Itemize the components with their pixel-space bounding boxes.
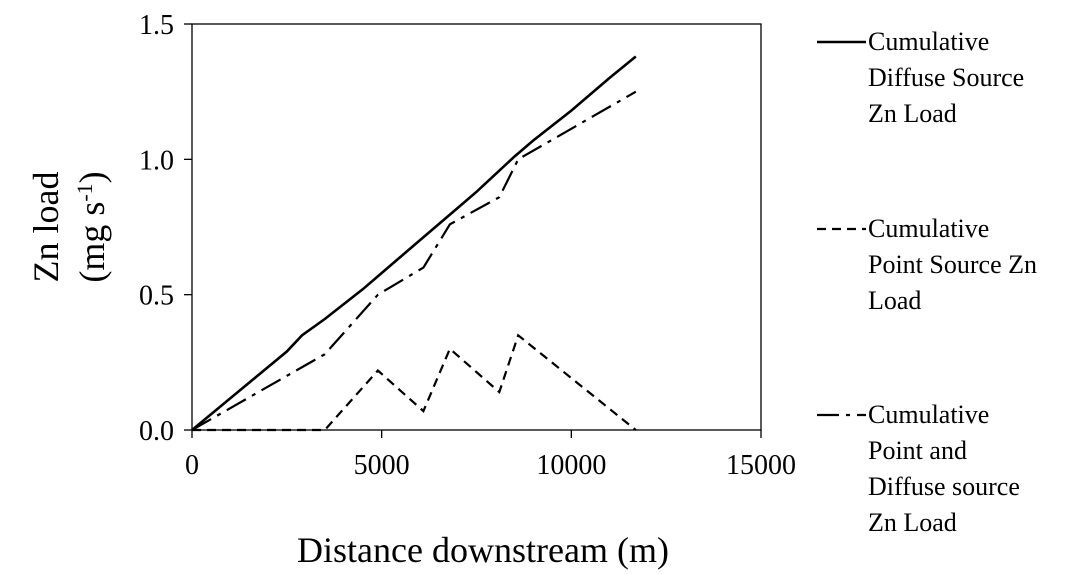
y-axis-unit-main: (mg s bbox=[72, 202, 112, 283]
legend-label-3: Point and bbox=[868, 436, 967, 465]
series-line-3 bbox=[191, 90, 637, 431]
y-axis-title-line2: (mg s-1) bbox=[72, 171, 112, 282]
legend: Cumulative Diffuse Source Zn Load Cumulativ… bbox=[817, 27, 1037, 537]
x-tick-label: 15000 bbox=[726, 450, 796, 481]
legend-label-1: Diffuse Source bbox=[868, 63, 1024, 92]
legend-label-3: Zn Load bbox=[868, 508, 957, 537]
legend-label-2: Load bbox=[868, 286, 921, 315]
series-layer bbox=[191, 55, 637, 432]
y-tick-label: 0.5 bbox=[139, 281, 174, 312]
legend-label-3: Diffuse source bbox=[868, 472, 1020, 501]
legend-label-1: Zn Load bbox=[868, 99, 957, 128]
x-tick-label: 0 bbox=[185, 450, 199, 481]
legend-label-2: Point Source Zn bbox=[868, 250, 1037, 279]
y-axis-unit-end: ) bbox=[72, 171, 112, 183]
series-line-1 bbox=[191, 55, 637, 432]
x-tick-label: 10000 bbox=[536, 450, 606, 481]
legend-label-1: Cumulative bbox=[868, 27, 989, 56]
legend-label-2: Cumulative bbox=[868, 214, 989, 243]
y-tick-label: 1.5 bbox=[139, 10, 174, 41]
plot-frame bbox=[191, 23, 762, 431]
x-axis-title: Distance downstream (m) bbox=[297, 530, 669, 570]
legend-label-3: Cumulative bbox=[868, 400, 989, 429]
x-tick-label: 5000 bbox=[354, 450, 410, 481]
axis-ticks: 0 5000 10000 15000 0.0 0.5 1.0 1.5 bbox=[139, 10, 796, 481]
y-axis-title-line1: Zn load bbox=[26, 172, 66, 283]
y-tick-label: 0.0 bbox=[139, 416, 174, 447]
y-tick-label: 1.0 bbox=[139, 145, 174, 176]
y-axis-unit-sup: -1 bbox=[72, 183, 97, 201]
series-line-2 bbox=[192, 333, 637, 432]
